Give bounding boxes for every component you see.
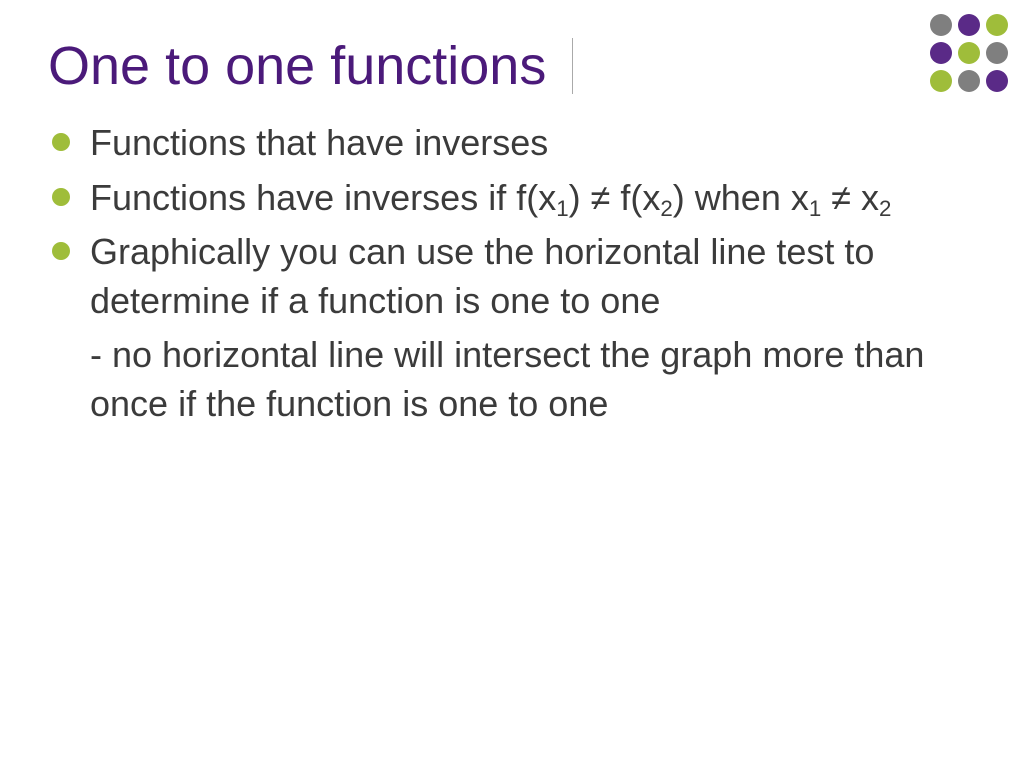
decor-circle-icon [958, 14, 980, 36]
decor-circle-icon [930, 70, 952, 92]
decor-circle-icon [930, 42, 952, 64]
title-row: One to one functions [48, 35, 976, 97]
title-divider [572, 38, 573, 94]
decor-circle-icon [986, 14, 1008, 36]
bullet-dot-icon [52, 133, 70, 151]
bullet-text: Functions that have inverses [90, 119, 548, 168]
decor-circle-icon [958, 70, 980, 92]
bullet-dot-icon [52, 188, 70, 206]
bullet-item: Functions have inverses if f(x1) ≠ f(x2)… [52, 174, 976, 223]
bullet-list: Functions that have inverses Functions ha… [48, 119, 976, 325]
sub-point: - no horizontal line will intersect the … [90, 331, 976, 428]
decor-circle-icon [986, 70, 1008, 92]
decor-circle-icon [930, 14, 952, 36]
bullet-dot-icon [52, 242, 70, 260]
bullet-item: Graphically you can use the horizontal l… [52, 228, 976, 325]
decor-dot-grid [930, 14, 1008, 92]
slide-title: One to one functions [48, 35, 546, 97]
decor-circle-icon [986, 42, 1008, 64]
bullet-text: Graphically you can use the horizontal l… [90, 228, 976, 325]
bullet-item: Functions that have inverses [52, 119, 976, 168]
slide: One to one functions Functions that have… [0, 0, 1024, 768]
decor-circle-icon [958, 42, 980, 64]
bullet-text: Functions have inverses if f(x1) ≠ f(x2)… [90, 174, 891, 223]
